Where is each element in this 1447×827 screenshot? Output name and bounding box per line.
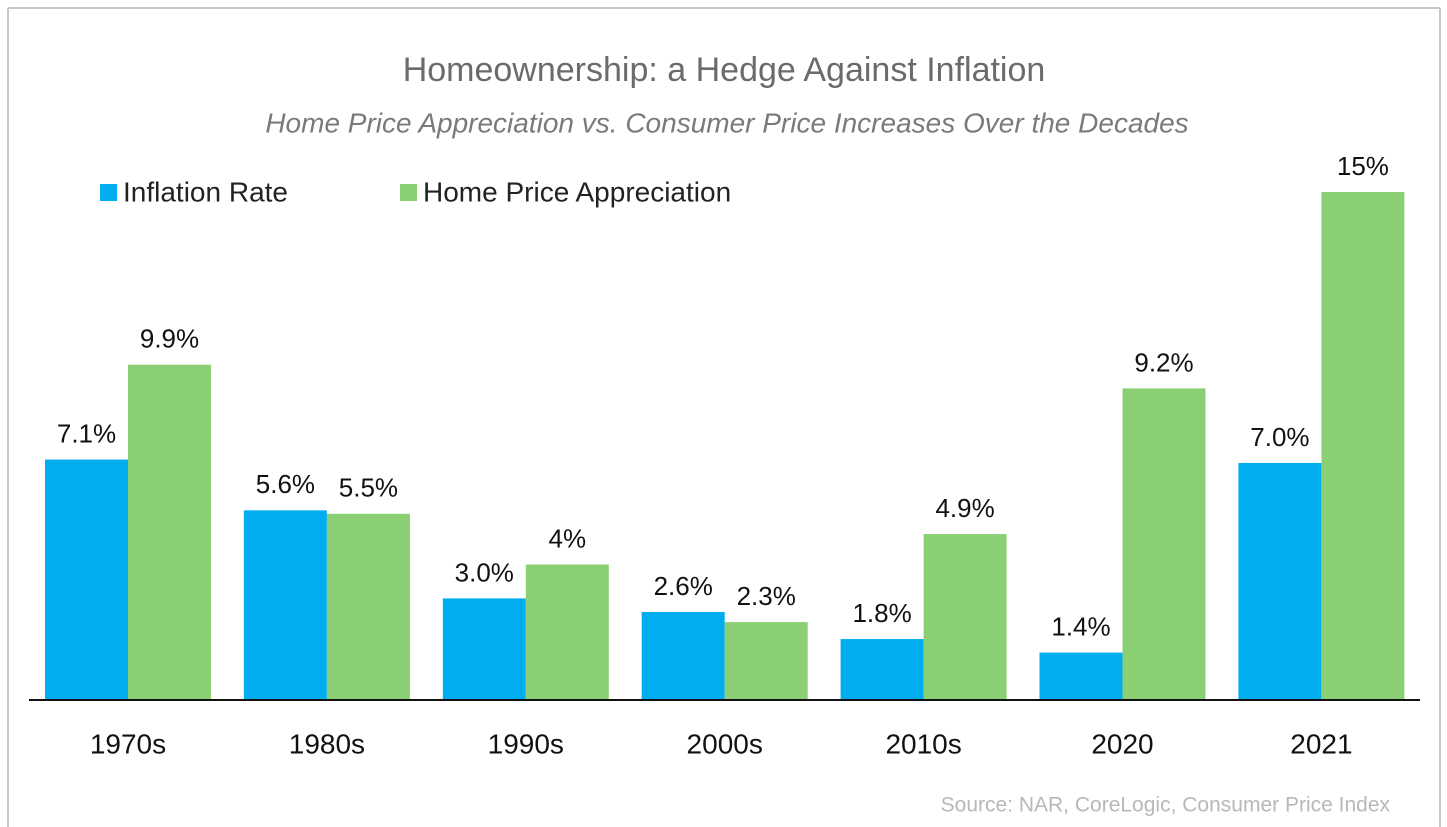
bar xyxy=(641,611,725,700)
value-label: 4% xyxy=(549,523,587,553)
legend-swatch xyxy=(100,184,117,201)
bar xyxy=(1122,388,1206,700)
chart-subtitle: Home Price Appreciation vs. Consumer Pri… xyxy=(265,107,1188,138)
x-tick-label: 2010s xyxy=(885,728,961,759)
x-tick-label: 1980s xyxy=(289,728,365,759)
x-tick-label: 1990s xyxy=(488,728,564,759)
x-tick-label: 2021 xyxy=(1290,728,1352,759)
bar xyxy=(840,639,924,700)
legend-swatch xyxy=(400,184,417,201)
bar xyxy=(724,622,808,700)
bar xyxy=(45,459,128,700)
x-tick-label: 1970s xyxy=(90,728,166,759)
value-label: 2.6% xyxy=(654,571,713,601)
legend-label: Inflation Rate xyxy=(123,176,288,207)
value-label: 7.1% xyxy=(57,418,116,448)
value-label: 15% xyxy=(1337,151,1389,181)
x-tick-label: 2000s xyxy=(687,728,763,759)
bar xyxy=(442,598,526,700)
source-note: Source: NAR, CoreLogic, Consumer Price I… xyxy=(941,794,1391,817)
legend-label: Home Price Appreciation xyxy=(423,176,731,207)
bar xyxy=(128,364,211,700)
bar xyxy=(525,564,609,700)
value-label: 7.0% xyxy=(1250,422,1309,452)
value-label: 2.3% xyxy=(737,581,796,611)
bar xyxy=(243,510,327,700)
value-label: 5.6% xyxy=(256,469,315,499)
chart-title: Homeownership: a Hedge Against Inflation xyxy=(403,51,1046,89)
value-label: 5.5% xyxy=(339,473,398,503)
value-label: 9.9% xyxy=(140,324,199,354)
value-label: 1.8% xyxy=(852,598,911,628)
bar xyxy=(1039,652,1123,700)
value-label: 9.2% xyxy=(1134,347,1193,377)
bar xyxy=(1238,462,1322,700)
bar xyxy=(1321,192,1405,700)
value-label: 1.4% xyxy=(1051,611,1110,641)
bar xyxy=(923,534,1007,700)
x-tick-label: 2020 xyxy=(1091,728,1153,759)
value-label: 3.0% xyxy=(455,557,514,587)
value-label: 4.9% xyxy=(935,493,994,523)
bar xyxy=(326,513,410,700)
